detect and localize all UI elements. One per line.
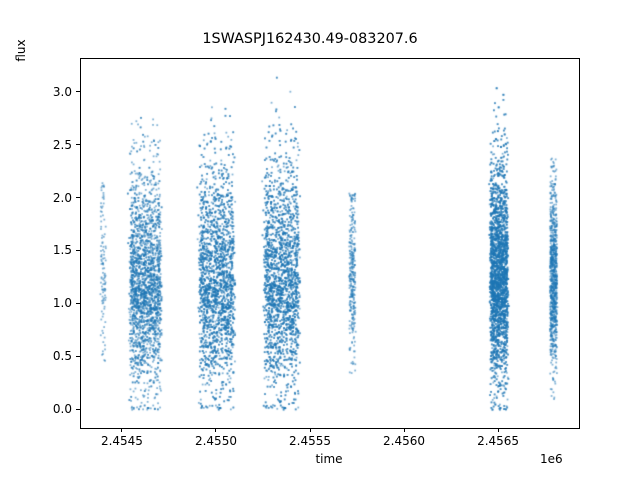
x-tick-mark xyxy=(497,428,499,432)
y-tick-label: 0.0 xyxy=(52,402,72,417)
x-tick-label: 2.4545 xyxy=(100,434,143,448)
y-tick-mark xyxy=(76,249,80,251)
x-axis-label: time xyxy=(315,452,343,466)
x-tick-mark xyxy=(215,428,217,432)
x-tick-mark xyxy=(403,428,405,432)
y-tick-label: 1.5 xyxy=(52,243,72,258)
y-tick-label: 2.0 xyxy=(52,190,72,205)
x-tick-label: 2.4555 xyxy=(289,434,331,448)
y-tick-mark xyxy=(76,355,80,357)
y-tick-mark xyxy=(76,144,80,146)
y-tick-mark xyxy=(76,91,80,93)
x-tick-mark xyxy=(121,428,123,432)
page-title: 1SWASPJ162430.49-083207.6 xyxy=(0,31,640,48)
y-axis-label: flux xyxy=(14,39,28,62)
x-tick-label: 2.4565 xyxy=(477,434,520,448)
x-tick-mark xyxy=(309,428,311,432)
y-tick-mark xyxy=(76,302,80,304)
x-tick-label: 2.4560 xyxy=(383,434,426,448)
y-tick-label: 0.5 xyxy=(52,349,72,364)
y-tick-mark xyxy=(76,197,80,199)
x-axis-offset-label: 1e6 xyxy=(540,452,563,466)
y-tick-label: 2.5 xyxy=(52,137,72,152)
y-tick-mark xyxy=(76,408,80,410)
x-tick-label: 2.4550 xyxy=(194,434,237,448)
chart-title-text: 1SWASPJ162430.49-083207.6 xyxy=(202,31,418,47)
y-tick-label: 3.0 xyxy=(52,84,72,99)
scatter-plot-area xyxy=(81,59,579,428)
plot-axes xyxy=(80,58,580,429)
y-tick-label: 1.0 xyxy=(52,296,72,311)
